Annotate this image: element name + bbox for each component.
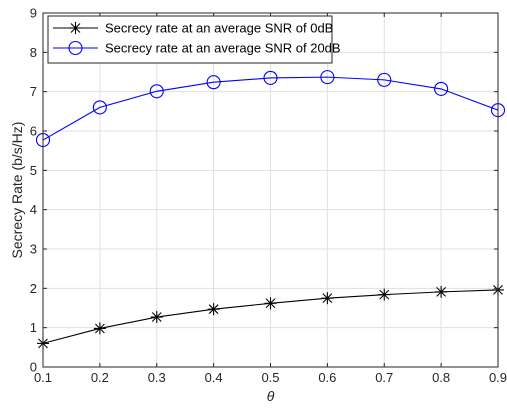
y-tick-label: 9 xyxy=(30,6,37,21)
data-point xyxy=(264,297,277,310)
data-point xyxy=(206,75,221,90)
data-point xyxy=(434,81,449,96)
y-tick-label: 1 xyxy=(30,320,37,335)
y-tick-label: 7 xyxy=(30,84,37,99)
x-tick-label: 0.1 xyxy=(34,370,52,385)
data-point xyxy=(263,70,278,85)
legend-box xyxy=(47,15,333,64)
data-point xyxy=(377,72,392,87)
data-point xyxy=(320,70,335,85)
y-tick-label: 5 xyxy=(30,163,37,178)
grid-lines xyxy=(43,13,498,367)
y-tick-label: 2 xyxy=(30,281,37,296)
x-tick-label: 0.2 xyxy=(91,370,109,385)
data-point xyxy=(435,285,448,298)
data-point xyxy=(321,292,334,305)
x-tick-label: 0.3 xyxy=(148,370,166,385)
data-point xyxy=(207,303,220,316)
x-tick-label: 0.6 xyxy=(318,370,336,385)
legend-entries: Secrecy rate at an average SNR of 0dB Sec… xyxy=(53,21,341,56)
legend-marker xyxy=(68,40,83,56)
legend: Secrecy rate at an average SNR of 0dB Sec… xyxy=(47,15,341,64)
data-point xyxy=(378,288,391,301)
legend-entry-1: Secrecy rate at an average SNR of 0dB xyxy=(53,21,333,36)
x-tick-label: 0.7 xyxy=(375,370,393,385)
x-tick-label: 0.5 xyxy=(261,370,279,385)
data-point xyxy=(150,311,163,324)
y-tick-label: 4 xyxy=(30,202,37,217)
data-point xyxy=(149,84,164,99)
axes-ticks: 0.1 0.2 0.3 0.4 0.5 0.6 0.7 0.8 0.9 0 1 2 3 4 5 6 7 8 9 xyxy=(30,6,507,386)
y-tick-label: 8 xyxy=(30,45,37,60)
legend-marker xyxy=(69,22,82,34)
series-line xyxy=(42,76,499,141)
y-tick-label: 0 xyxy=(30,360,37,375)
data-point xyxy=(92,100,107,115)
x-tick-label: 0.9 xyxy=(489,370,507,385)
y-tick-label: 3 xyxy=(30,242,37,257)
legend-entry-2: Secrecy rate at an average SNR of 20dB xyxy=(53,41,341,56)
data-point xyxy=(93,322,106,335)
x-axis-label: θ xyxy=(267,388,275,404)
y-axis-label: Secrecy Rate (b/s/Hz) xyxy=(9,122,25,259)
y-tick-label: 6 xyxy=(30,124,37,139)
x-tick-label: 0.8 xyxy=(432,370,450,385)
legend-label: Secrecy rate at an average SNR of 0dB xyxy=(105,21,333,36)
legend-label: Secrecy rate at an average SNR of 20dB xyxy=(105,41,341,56)
x-tick-label: 0.4 xyxy=(205,370,223,385)
